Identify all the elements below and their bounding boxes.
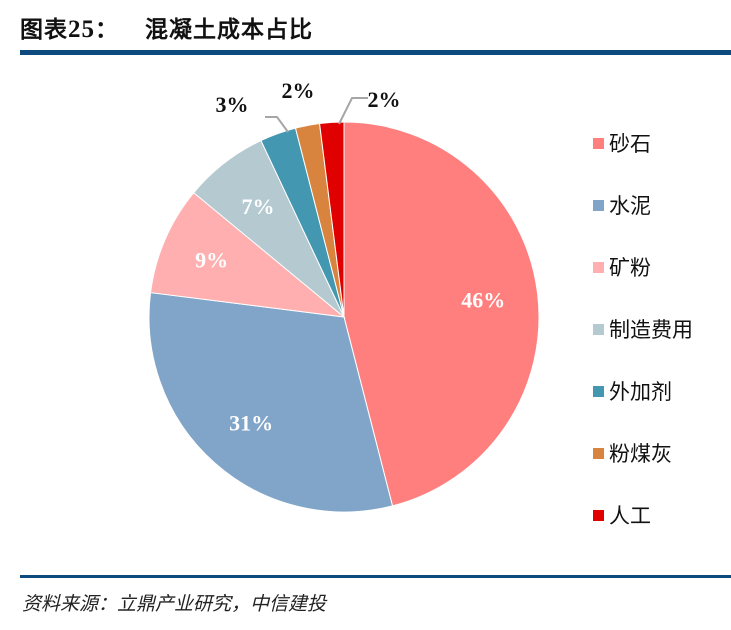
legend-swatch-icon [593, 261, 604, 273]
legend-swatch-icon [593, 447, 604, 459]
footer-divider [20, 575, 731, 578]
legend-item: 人工 [593, 484, 693, 546]
legend-label: 制造费用 [609, 318, 693, 342]
chart-legend: 砂石水泥矿粉制造费用外加剂粉煤灰人工 [593, 112, 693, 546]
pie-label-7: 2% [368, 87, 401, 112]
legend-swatch-icon [593, 385, 604, 397]
legend-item: 矿粉 [593, 236, 693, 298]
legend-item: 粉煤灰 [593, 422, 693, 484]
pie-label-5: 3% [216, 92, 249, 117]
pie-slice-3 [149, 191, 346, 318]
legend-item: 水泥 [593, 174, 693, 236]
legend-item: 制造费用 [593, 298, 693, 360]
legend-item: 砂石 [593, 112, 693, 174]
figure-number: 25 [68, 16, 95, 43]
legend-swatch-icon [593, 199, 604, 211]
pie-slice-2 [148, 292, 394, 513]
chart-title: 混凝土成本占比 [145, 17, 313, 43]
pie-slice-1 [343, 121, 540, 507]
pie-label-2: 31% [229, 410, 273, 435]
pie-label-6: 2% [282, 78, 315, 103]
legend-swatch-icon [593, 137, 604, 149]
leader-line-7 [338, 97, 368, 125]
pie-label-3: 9% [195, 248, 228, 273]
pie-label-4: 7% [241, 194, 274, 219]
legend-swatch-icon [593, 323, 604, 335]
legend-label: 矿粉 [609, 256, 651, 280]
header-divider [20, 50, 731, 55]
figure-title: 图表25： 混凝土成本占比 [20, 10, 313, 44]
leader-line-5 [265, 116, 289, 133]
title-separator: ： [95, 17, 119, 43]
figure-label: 图表 [20, 17, 68, 43]
pie-slice-7 [319, 121, 345, 318]
legend-item: 外加剂 [593, 360, 693, 422]
legend-label: 水泥 [609, 194, 651, 218]
legend-swatch-icon [593, 509, 604, 521]
legend-label: 粉煤灰 [609, 442, 672, 466]
source-note: 资料来源：立鼎产业研究，中信建投 [22, 593, 327, 615]
legend-label: 外加剂 [609, 380, 672, 404]
legend-label: 人工 [609, 504, 651, 528]
pie-chart: 46% 31% 9% 7% 3% 2% 2% [148, 78, 540, 513]
legend-label: 砂石 [609, 132, 651, 156]
pie-label-1: 46% [461, 287, 505, 312]
